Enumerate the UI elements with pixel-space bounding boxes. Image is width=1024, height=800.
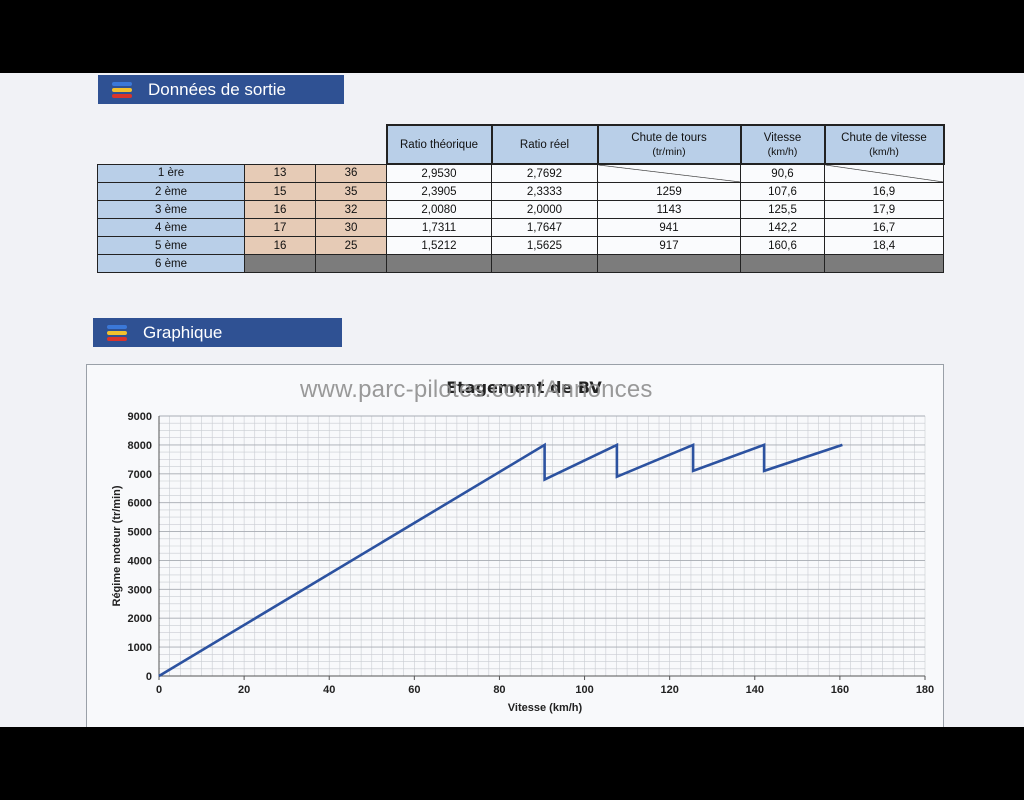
x-tick-label: 120 (660, 684, 678, 696)
table-row: 1 ère 13 36 2,9530 2,7692 90,6 (97, 163, 944, 183)
vitesse-cell: 107,6 (740, 182, 825, 201)
y-tick-label: 2000 (128, 613, 152, 625)
section-title-output: Données de sortie (148, 80, 286, 99)
teeth-primary-cell: 16 (244, 236, 316, 255)
chute-vitesse-cell (824, 163, 944, 183)
x-tick-label: 140 (746, 684, 764, 696)
header-ratio-theorique: Ratio théorique (385, 124, 493, 165)
watermark-text: www.parc-pilotes.com/Annonces (300, 376, 653, 403)
ratio-theo-cell: 1,5212 (386, 236, 492, 255)
y-tick-label: 4000 (128, 555, 152, 567)
vitesse-cell (740, 254, 825, 273)
header-chute-tours: Chute de tours (tr/min) (596, 124, 742, 165)
vitesse-cell: 160,6 (740, 236, 825, 255)
table-row: 3 ème 16 32 2,0080 2,0000 1143 125,5 17,9 (97, 200, 944, 219)
header-chute-vitesse: Chute de vitesse (km/h) (823, 124, 945, 165)
x-tick-label: 160 (831, 684, 849, 696)
vitesse-cell: 90,6 (740, 163, 825, 183)
section-header-output: Données de sortie (98, 75, 344, 104)
y-tick-label: 9000 (128, 411, 152, 423)
chute-vitesse-cell (824, 254, 944, 273)
table-row: 4 ème 17 30 1,7311 1,7647 941 142,2 16,7 (97, 218, 944, 237)
chute-vitesse-cell: 18,4 (824, 236, 944, 255)
y-axis-label: Régime moteur (tr/min) (111, 485, 123, 606)
x-tick-label: 40 (323, 684, 335, 696)
colored-bars-icon (107, 325, 127, 341)
chart-title: Etagement de BV (446, 378, 602, 397)
gear-label-cell: 6 ème (97, 254, 245, 273)
x-tick-label: 100 (575, 684, 593, 696)
section-header-graph: Graphique (93, 318, 342, 347)
table-body: 1 ère 13 36 2,9530 2,7692 90,6 2 ème 15 35 2,3905… (97, 163, 944, 273)
x-tick-label: 180 (916, 684, 934, 696)
chart-frame (86, 364, 944, 727)
chute-tours-cell (597, 254, 741, 273)
y-tick-label: 3000 (128, 584, 152, 596)
ratio-reel-cell (491, 254, 598, 273)
gearbox-table: Ratio théorique Ratio réel Chute de tour… (97, 124, 945, 273)
chute-vitesse-cell: 16,9 (824, 182, 944, 201)
y-tick-label: 8000 (128, 440, 152, 452)
y-tick-label: 1000 (128, 642, 152, 654)
vitesse-cell: 142,2 (740, 218, 825, 237)
x-tick-label: 20 (238, 684, 250, 696)
gear-label-cell: 1 ère (97, 163, 245, 183)
chute-tours-cell: 941 (597, 218, 741, 237)
y-tick-label: 6000 (128, 498, 152, 510)
ratio-reel-cell: 2,0000 (491, 200, 598, 219)
y-tick-label: 0 (146, 671, 152, 683)
ratio-theo-cell: 1,7311 (386, 218, 492, 237)
table-row: 6 ème (97, 254, 944, 273)
chute-tours-cell: 1259 (597, 182, 741, 201)
y-tick-label: 7000 (128, 469, 152, 481)
y-tick-label: 5000 (128, 527, 152, 539)
chute-vitesse-cell: 16,7 (824, 218, 944, 237)
teeth-primary-cell: 13 (244, 163, 316, 183)
chute-tours-cell (597, 163, 741, 183)
table-header-row: Ratio théorique Ratio réel Chute de tour… (98, 124, 945, 165)
section-title-graph: Graphique (143, 323, 223, 342)
teeth-secondary-cell (315, 254, 387, 273)
teeth-secondary-cell: 25 (315, 236, 387, 255)
series-line-regime (158, 442, 843, 678)
ratio-reel-cell: 1,7647 (491, 218, 598, 237)
teeth-secondary-cell: 30 (315, 218, 387, 237)
teeth-secondary-cell: 35 (315, 182, 387, 201)
vitesse-cell: 125,5 (740, 200, 825, 219)
x-axis-label: Vitesse (km/h) (508, 702, 583, 714)
chute-vitesse-cell: 17,9 (824, 200, 944, 219)
colored-bars-icon (112, 82, 132, 98)
teeth-primary-cell: 17 (244, 218, 316, 237)
header-vitesse: Vitesse (km/h) (739, 124, 826, 165)
header-ratio-reel: Ratio réel (490, 124, 599, 165)
teeth-primary-cell (244, 254, 316, 273)
x-tick-label: 80 (493, 684, 505, 696)
x-tick-label: 0 (156, 684, 162, 696)
teeth-primary-cell: 15 (244, 182, 316, 201)
chute-tours-cell: 1143 (597, 200, 741, 219)
x-tick-label: 60 (408, 684, 420, 696)
